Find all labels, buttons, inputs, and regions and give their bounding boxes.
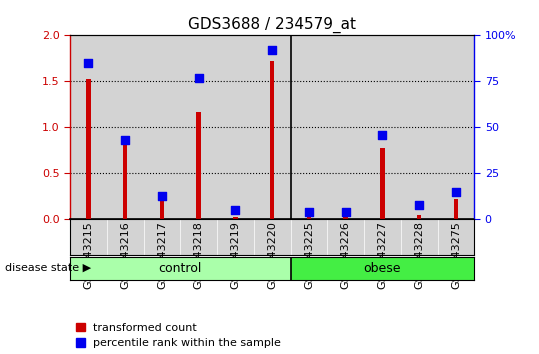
Text: GSM243275: GSM243275: [451, 221, 461, 289]
Point: [452, 189, 460, 195]
Point: [84, 60, 93, 66]
Bar: [364, 35, 401, 219]
Bar: [438, 35, 474, 219]
Bar: [343, 215, 348, 219]
Bar: [143, 219, 181, 255]
Bar: [181, 219, 217, 255]
Legend: transformed count, percentile rank within the sample: transformed count, percentile rank withi…: [75, 322, 281, 348]
Text: control: control: [158, 262, 202, 275]
Text: disease state ▶: disease state ▶: [5, 262, 92, 272]
Point: [157, 193, 166, 198]
Bar: [160, 199, 164, 219]
Bar: [438, 219, 474, 255]
Bar: [143, 35, 181, 219]
Bar: [417, 215, 421, 219]
Text: GSM243215: GSM243215: [84, 221, 93, 289]
Bar: [217, 35, 254, 219]
Bar: [327, 35, 364, 219]
Bar: [307, 213, 311, 219]
Bar: [291, 257, 474, 280]
Point: [268, 47, 277, 53]
Bar: [197, 112, 201, 219]
Bar: [123, 141, 127, 219]
Text: GSM243225: GSM243225: [304, 221, 314, 289]
Bar: [401, 219, 438, 255]
Bar: [270, 61, 274, 219]
Text: GSM243218: GSM243218: [194, 221, 204, 289]
Point: [305, 209, 313, 215]
Bar: [233, 217, 238, 219]
Bar: [380, 148, 385, 219]
Bar: [70, 35, 107, 219]
Text: GSM243219: GSM243219: [231, 221, 240, 289]
Bar: [217, 219, 254, 255]
Text: GSM243227: GSM243227: [377, 221, 388, 289]
Text: GSM243216: GSM243216: [120, 221, 130, 289]
Bar: [254, 219, 291, 255]
Text: GSM243226: GSM243226: [341, 221, 351, 289]
Bar: [327, 219, 364, 255]
Bar: [364, 219, 401, 255]
Bar: [70, 219, 107, 255]
Point: [378, 132, 387, 138]
Bar: [70, 257, 291, 280]
Point: [415, 202, 424, 207]
Text: GSM243228: GSM243228: [414, 221, 424, 289]
Point: [231, 207, 240, 213]
Bar: [86, 79, 91, 219]
Bar: [107, 35, 143, 219]
Bar: [291, 219, 327, 255]
Bar: [107, 219, 143, 255]
Bar: [401, 35, 438, 219]
Title: GDS3688 / 234579_at: GDS3688 / 234579_at: [188, 16, 356, 33]
Point: [195, 75, 203, 81]
Bar: [254, 35, 291, 219]
Text: GSM243217: GSM243217: [157, 221, 167, 289]
Point: [341, 209, 350, 215]
Text: obese: obese: [364, 262, 401, 275]
Bar: [181, 35, 217, 219]
Bar: [291, 35, 327, 219]
Point: [121, 137, 129, 143]
Bar: [454, 199, 458, 219]
Text: GSM243220: GSM243220: [267, 221, 277, 289]
